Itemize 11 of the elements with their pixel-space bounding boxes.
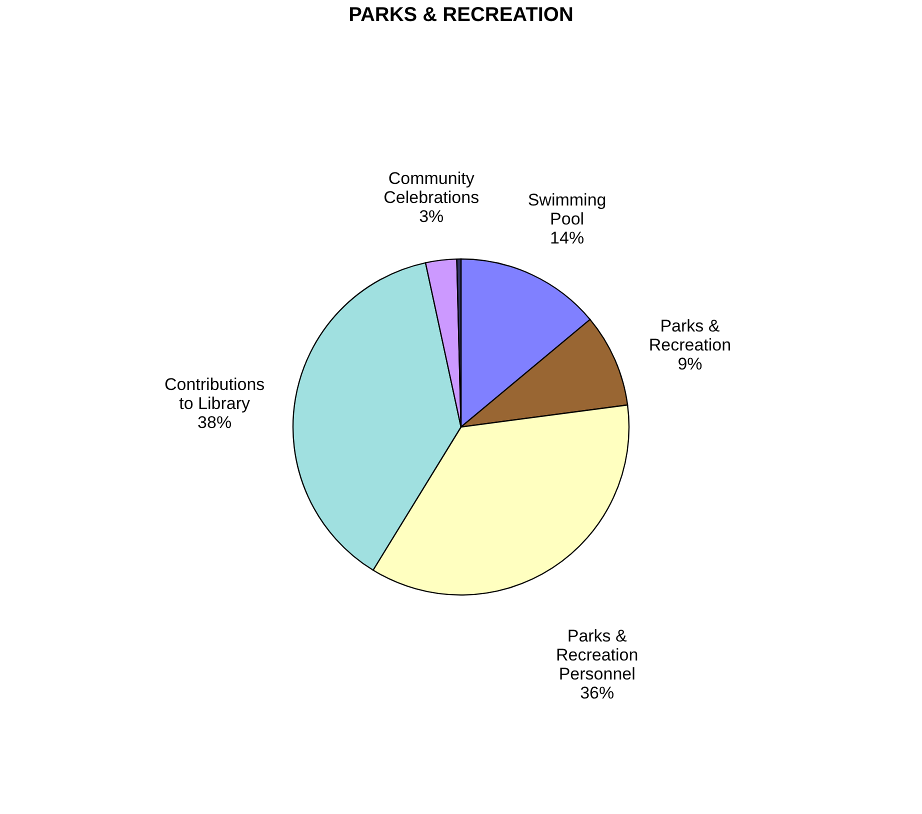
data-label: 38% [198, 412, 232, 432]
slice-label: Community Celebrations [384, 168, 480, 207]
slice-label: Swimming Pool [528, 190, 606, 229]
slice-label: Parks & Recreation [648, 316, 732, 355]
data-label: 36% [580, 684, 614, 703]
data-label: 14% [550, 228, 584, 248]
chart-title: PARKS & RECREATION [348, 4, 574, 26]
data-label: 3% [419, 206, 444, 226]
slice-label: Contributions to Library [164, 374, 265, 413]
slice-label: Parks & Recreation Personnel [556, 626, 638, 684]
data-label: 9% [678, 354, 702, 374]
